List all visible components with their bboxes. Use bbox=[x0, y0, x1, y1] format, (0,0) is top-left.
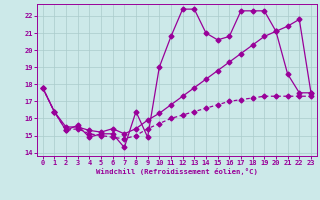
X-axis label: Windchill (Refroidissement éolien,°C): Windchill (Refroidissement éolien,°C) bbox=[96, 168, 258, 175]
